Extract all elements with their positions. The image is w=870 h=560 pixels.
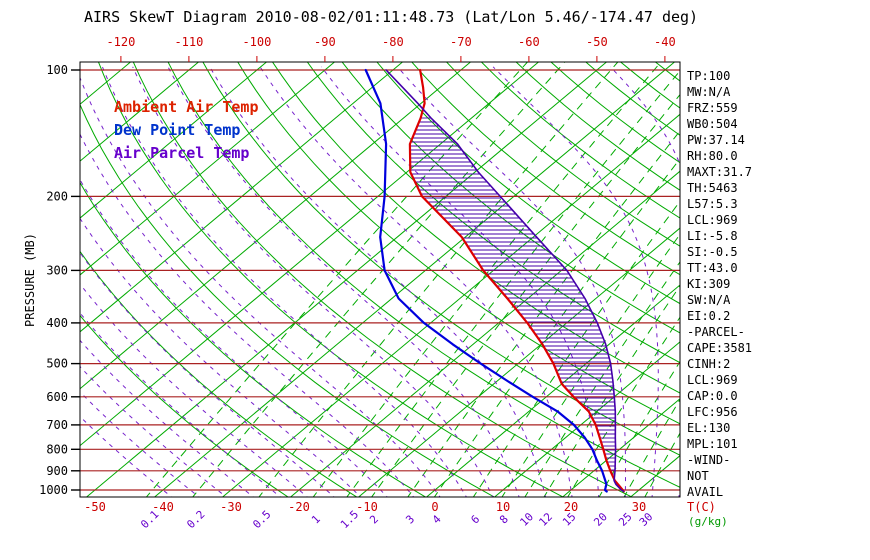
stat-line: LCL:969 (687, 373, 738, 387)
svg-text:-40: -40 (152, 500, 174, 514)
bottom-temp-labels: -50 -40 -30 -20 -10 0 10 20 30 T(C) (84, 500, 716, 514)
svg-text:-100: -100 (242, 35, 271, 49)
stat-line: LCL:969 (687, 213, 738, 227)
stat-line: EI:0.2 (687, 309, 731, 323)
svg-text:-10: -10 (356, 500, 378, 514)
svg-text:-110: -110 (174, 35, 203, 49)
stat-line: AVAIL (687, 485, 724, 499)
stat-line: TP:100 (687, 69, 731, 83)
stat-line: KI:309 (687, 277, 731, 291)
stats-panel: TP:100 MW:N/A FRZ:559 WB0:504 PW:37.14 RH:80.… (687, 68, 752, 500)
stat-line: SW:N/A (687, 293, 731, 307)
svg-text:-90: -90 (314, 35, 336, 49)
stat-line: NOT (687, 469, 709, 483)
temp-unit-label: T(C) (687, 500, 716, 514)
svg-text:8: 8 (497, 513, 511, 527)
stat-line: TT:43.0 (687, 261, 738, 275)
stat-line: L57:5.3 (687, 197, 738, 211)
svg-text:-120: -120 (106, 35, 135, 49)
chart-title: AIRS SkewT Diagram 2010-08-02/01:11:48.7… (84, 8, 699, 26)
stat-line: CAP:0.0 (687, 389, 738, 403)
svg-text:700: 700 (46, 418, 68, 432)
stat-line: CINH:2 (687, 357, 731, 371)
stat-line: FRZ:559 (687, 101, 738, 115)
svg-text:6: 6 (468, 513, 482, 527)
legend: Ambient Air Temp Dew Point Temp Air Parc… (114, 96, 259, 165)
legend-air-parcel-temp: Air Parcel Temp (114, 144, 250, 162)
stat-line: WB0:504 (687, 117, 738, 131)
pressure-axis-title: PRESSURE (MB) (23, 233, 37, 327)
legend-ambient-air-temp: Ambient Air Temp (114, 98, 259, 116)
svg-text:3: 3 (403, 513, 417, 527)
plot-border (79, 61, 681, 498)
stat-line: TH:5463 (687, 181, 738, 195)
stat-line: -WIND- (687, 453, 731, 467)
svg-text:-40: -40 (654, 35, 676, 49)
stat-line: CAPE:3581 (687, 341, 753, 355)
legend-dew-point-temp: Dew Point Temp (114, 121, 241, 139)
mixing-ratio-lines (145, 62, 680, 497)
stat-line: MPL:101 (687, 437, 738, 451)
stat-line: LI:-5.8 (687, 229, 738, 243)
stat-line: PW:37.14 (687, 133, 745, 147)
svg-text:-30: -30 (220, 500, 242, 514)
svg-text:10: 10 (517, 510, 536, 529)
dewpoint-curve (364, 68, 608, 493)
svg-text:0.2: 0.2 (184, 508, 207, 531)
svg-text:0: 0 (431, 500, 438, 514)
stat-line: -PARCEL- (687, 325, 745, 339)
svg-text:-70: -70 (450, 35, 472, 49)
top-temp-labels: -120 -110 -100 -90 -80 -70 -60 -50 -40 (106, 35, 676, 62)
svg-text:100: 100 (46, 63, 68, 77)
svg-text:400: 400 (46, 316, 68, 330)
svg-text:0.5: 0.5 (250, 508, 273, 531)
parcel-temp-curve (385, 69, 625, 493)
stat-line: EL:130 (687, 421, 731, 435)
svg-text:600: 600 (46, 390, 68, 404)
svg-text:12: 12 (536, 510, 555, 529)
svg-text:30: 30 (632, 500, 646, 514)
svg-text:-50: -50 (586, 35, 608, 49)
cape-hatch-area (409, 117, 616, 475)
svg-text:-80: -80 (382, 35, 404, 49)
stat-line: LFC:956 (687, 405, 738, 419)
stat-line: SI:-0.5 (687, 245, 738, 259)
svg-text:800: 800 (46, 442, 68, 456)
mixing-unit-label: (g/kg) (688, 515, 728, 528)
pressure-lines (80, 69, 680, 491)
dry-adiabat-lines (80, 62, 680, 497)
svg-text:300: 300 (46, 263, 68, 277)
svg-text:20: 20 (591, 510, 610, 529)
svg-text:200: 200 (46, 189, 68, 203)
svg-text:1000: 1000 (39, 483, 68, 497)
svg-text:10: 10 (496, 500, 510, 514)
svg-text:-20: -20 (288, 500, 310, 514)
svg-text:4: 4 (430, 512, 444, 526)
svg-text:20: 20 (564, 500, 578, 514)
svg-text:500: 500 (46, 357, 68, 371)
svg-text:-50: -50 (84, 500, 106, 514)
stat-line: MW:N/A (687, 85, 731, 99)
ambient-temp-curve (408, 68, 625, 493)
stat-line: RH:80.0 (687, 149, 738, 163)
svg-text:900: 900 (46, 464, 68, 478)
svg-text:-60: -60 (518, 35, 540, 49)
pressure-axis-labels: 100 200 300 400 500 600 700 800 900 1000 PRESSURE … (23, 63, 80, 497)
stat-line: MAXT:31.7 (687, 165, 753, 179)
svg-text:2: 2 (367, 513, 381, 527)
svg-text:1: 1 (309, 513, 323, 527)
